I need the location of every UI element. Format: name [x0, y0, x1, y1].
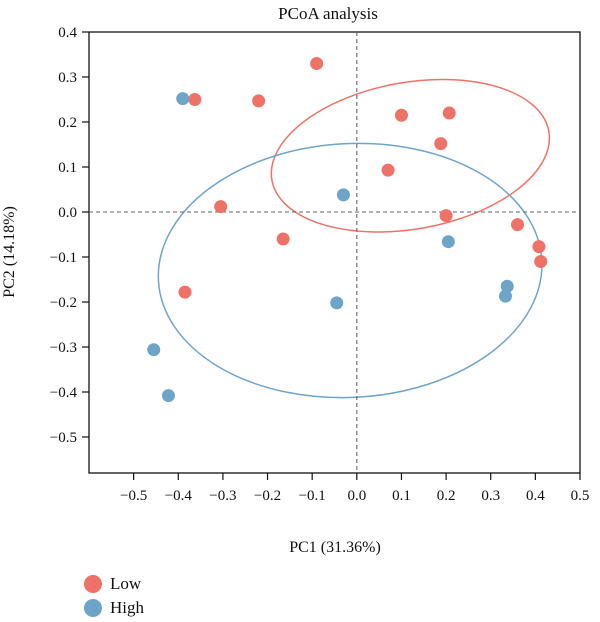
x-tick-label: −0.1 [299, 488, 326, 504]
point-low [442, 106, 456, 120]
x-tick-label: −0.4 [165, 488, 193, 504]
legend-marker-low [84, 575, 102, 593]
point-low [394, 108, 408, 122]
point-low [434, 137, 448, 151]
y-tick-label: 0.2 [58, 115, 77, 131]
y-tick-label: −0.3 [50, 340, 77, 356]
y-tick-label: 0.1 [58, 160, 77, 176]
x-tick-label: 0.2 [437, 488, 456, 504]
y-tick-label: −0.1 [50, 250, 77, 266]
y-tick-label: 0.0 [58, 205, 77, 221]
y-axis-title: PC2 (14.18%) [1, 206, 18, 298]
y-tick-label: −0.2 [50, 295, 77, 311]
point-high [161, 389, 175, 403]
point-low [381, 163, 395, 177]
plot-frame [88, 31, 581, 474]
legend-label-low: Low [110, 574, 142, 593]
point-high [176, 92, 190, 106]
legend: Low High [84, 572, 144, 620]
chart-title: PCoA analysis [278, 4, 378, 23]
x-tick-label: −0.5 [120, 488, 147, 504]
y-tick-label: −0.5 [50, 430, 77, 446]
point-low [532, 240, 546, 254]
point-low [178, 285, 192, 299]
reference-lines [89, 32, 580, 473]
point-high [147, 343, 161, 357]
x-tick-label: −0.3 [209, 488, 236, 504]
y-axis: 0.4 0.3 0.2 0.1 0.0 −0.1 −0.2 −0.3 −0.4 −0.5 [50, 25, 89, 446]
data-points [147, 57, 548, 403]
point-low [188, 93, 202, 106]
legend-item-low: Low [84, 572, 144, 596]
point-low [439, 209, 453, 223]
point-low [252, 94, 266, 108]
point-low [534, 255, 548, 268]
legend-marker-high [84, 599, 102, 617]
legend-item-high: High [84, 596, 144, 620]
x-tick-label: 0.4 [526, 488, 545, 504]
y-tick-label: −0.4 [50, 385, 78, 401]
x-tick-label: −0.2 [254, 488, 281, 504]
x-tick-label: 0.3 [481, 488, 500, 504]
y-tick-label: 0.3 [58, 70, 77, 86]
y-tick-label: 0.4 [58, 25, 77, 41]
point-high [336, 188, 350, 202]
x-tick-label: 0.1 [392, 488, 411, 504]
x-axis-title: PC1 (31.36%) [289, 539, 381, 556]
point-low [310, 57, 324, 70]
x-axis: −0.5 −0.4 −0.3 −0.2 −0.1 0.0 0.1 0.2 0.3 0.4 0.5 [120, 473, 589, 504]
x-tick-label: 0.5 [571, 488, 590, 504]
point-high [500, 279, 514, 293]
ellipse-low [270, 78, 551, 233]
point-low [511, 218, 525, 232]
legend-label-high: High [110, 598, 144, 617]
ellipse-high [157, 142, 543, 399]
point-high [330, 296, 344, 310]
point-high [441, 235, 455, 249]
point-low [276, 232, 290, 246]
x-tick-label: 0.0 [347, 488, 366, 504]
point-high [498, 289, 512, 303]
point-low [214, 200, 228, 214]
